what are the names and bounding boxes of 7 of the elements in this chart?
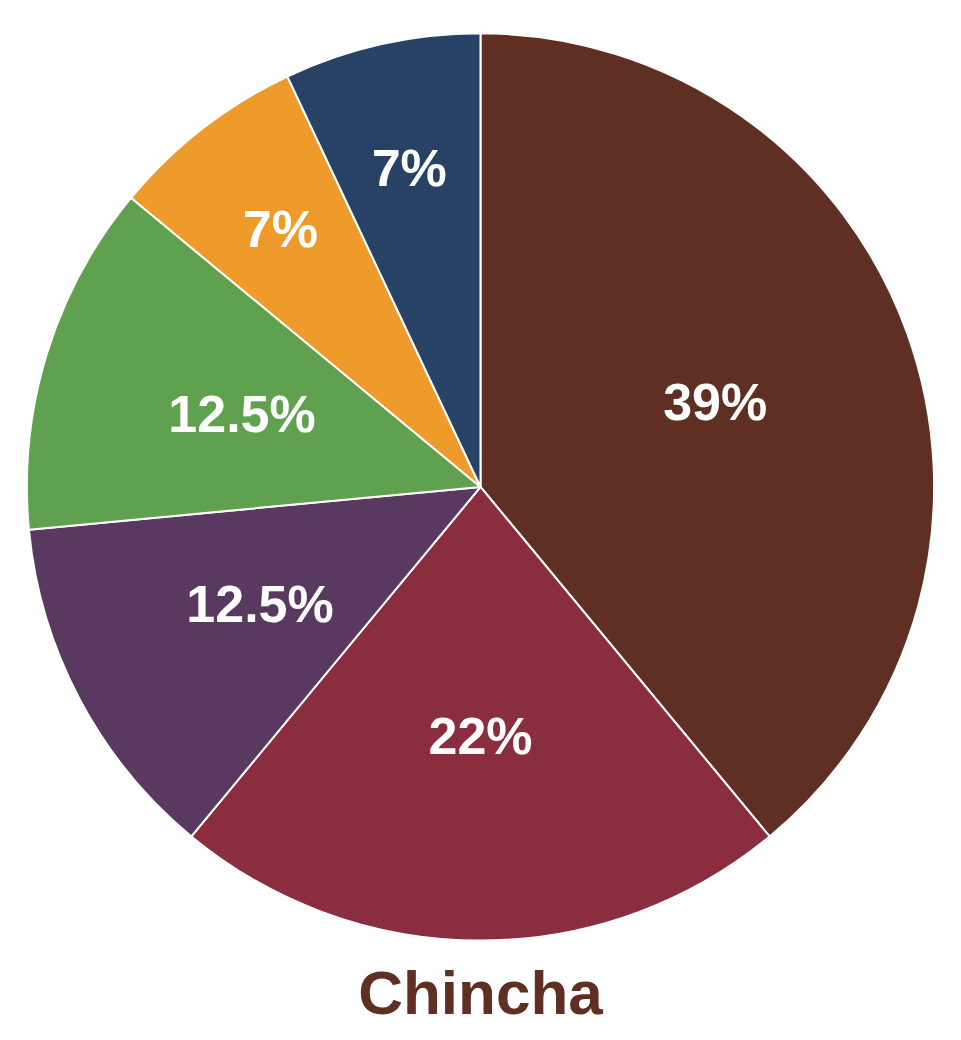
data-label: 7% xyxy=(371,139,447,198)
text: Chincha xyxy=(358,957,604,1027)
data-label: 7% xyxy=(242,199,318,258)
data-label: 39% xyxy=(663,373,768,432)
data-label: 22% xyxy=(428,707,533,766)
data-label: 12.5% xyxy=(168,384,316,443)
data-label: 12.5% xyxy=(186,574,334,633)
